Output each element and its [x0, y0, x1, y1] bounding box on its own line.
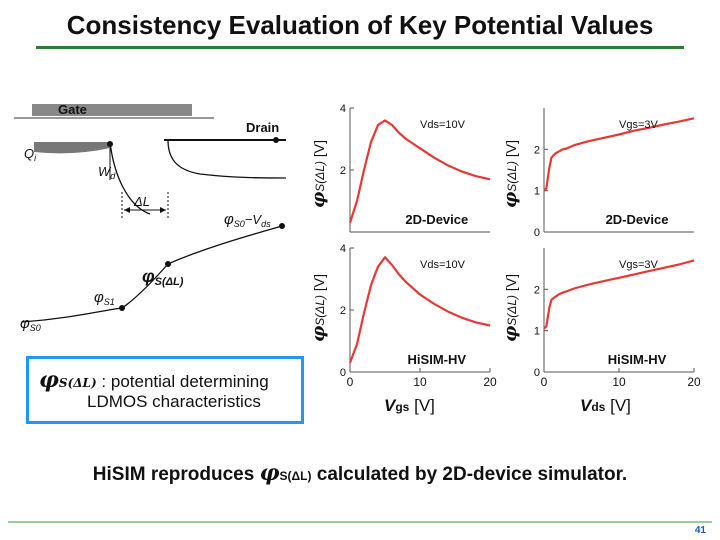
- inversion-charge: [34, 142, 110, 154]
- page-number: 41: [694, 525, 706, 536]
- y-tick-label: 1: [534, 186, 540, 198]
- panel-label: 2D-Device: [606, 212, 669, 227]
- phi-sdl-label: φS(ΔL): [142, 266, 184, 288]
- summary-prefix: HiSIM reproduces: [92, 464, 260, 485]
- data-curve: [348, 119, 491, 224]
- legend-phi-subscript: S(ΔL): [58, 376, 97, 390]
- drain-potential-curve: [167, 139, 287, 179]
- y-tick-label: 2: [534, 284, 540, 296]
- wd-marker: [107, 141, 113, 147]
- wd-label: Wd: [98, 164, 116, 181]
- y-axis-label-top-right: φS(ΔL) [V]: [500, 139, 521, 208]
- gate-label: Gate: [58, 102, 87, 117]
- potential-schematic: Gate Drain Qi Wd ΔL φS0−Vds φS(ΔL) φS1 φ…: [14, 102, 287, 333]
- y-tick-label: 2: [340, 305, 346, 317]
- phi-s1-point: [119, 305, 125, 311]
- data-curve: [348, 256, 491, 364]
- y-axis-label-top-left: φS(ΔL) [V]: [308, 139, 329, 208]
- title-underline: [36, 46, 684, 49]
- depletion-edge: [109, 141, 151, 215]
- legend-definition: φS(ΔL) : potential determining: [39, 367, 269, 393]
- condition-annotation: Vds=10V: [420, 259, 466, 271]
- chart-2d-device-vds: 2 1 0 Vgs=3V 2D-Device: [534, 108, 695, 236]
- y-tick-label: 4: [340, 103, 346, 115]
- y-tick-label: 1: [534, 326, 540, 338]
- summary-phi-subscript: S(ΔL): [279, 469, 312, 483]
- x-tick-label: 10: [612, 375, 626, 389]
- delta-l-arrow-left: [124, 207, 130, 213]
- summary-phi-symbol: φ: [259, 460, 280, 486]
- legend-box: φS(ΔL) : potential determining LDMOS cha…: [26, 356, 304, 424]
- phi-s0-vds-label: φS0−Vds: [224, 211, 271, 229]
- condition-annotation: Vgs=3V: [619, 119, 658, 131]
- x-tick-label: 20: [483, 375, 497, 389]
- drain-label: Drain: [246, 120, 279, 135]
- y-axis-label-bottom-left: φS(ΔL) [V]: [308, 273, 329, 342]
- panel-label: 2D-Device: [405, 212, 468, 227]
- x-axis-title-vds: Vds [V]: [580, 396, 631, 415]
- y-tick-label: 2: [534, 144, 540, 156]
- legend-phi-symbol: φ: [39, 367, 59, 393]
- legend-line1-text: : potential determining: [101, 372, 269, 391]
- y-tick-label: 0: [534, 367, 540, 379]
- phi-s0-label: φS0: [20, 315, 41, 333]
- footer-rule: [8, 521, 712, 523]
- condition-annotation: Vds=10V: [420, 119, 466, 131]
- x-tick-label: 0: [347, 375, 354, 389]
- phi-sdl-point: [165, 261, 171, 267]
- data-curve: [543, 259, 695, 330]
- condition-annotation: Vgs=3V: [619, 259, 658, 271]
- y-tick-label: 0: [340, 367, 346, 379]
- y-tick-label: 4: [340, 243, 346, 255]
- summary-suffix: calculated by 2D-device simulator.: [311, 464, 628, 485]
- page-title: Consistency Evaluation of Key Potential …: [66, 10, 654, 40]
- delta-l-arrow-right: [160, 207, 166, 213]
- x-tick-label: 10: [413, 375, 427, 389]
- chart-2d-device-vgs: 4 2 Vds=10V 2D-Device: [340, 103, 491, 233]
- x-axis-title-vgs: Vgs [V]: [384, 396, 435, 415]
- y-axis-label-bottom-right: φS(ΔL) [V]: [500, 273, 521, 342]
- y-tick-label: 0: [534, 227, 540, 236]
- qi-label: Qi: [24, 146, 37, 163]
- panel-label: HiSIM-HV: [408, 352, 467, 367]
- data-curve: [543, 117, 695, 192]
- x-tick-label: 0: [541, 375, 548, 389]
- drain-point: [273, 137, 279, 143]
- gate-electrode: [32, 104, 192, 116]
- surface-potential-curve: [21, 225, 283, 323]
- summary-statement: HiSIM reproduces φS(ΔL) calculated by 2D…: [0, 460, 720, 486]
- legend-line2-text: LDMOS characteristics: [87, 392, 261, 411]
- delta-l-label: ΔL: [133, 194, 150, 209]
- phi-s1-label: φS1: [94, 289, 115, 307]
- y-tick-label: 2: [340, 165, 346, 177]
- panel-label: HiSIM-HV: [608, 352, 667, 367]
- x-tick-label: 20: [687, 375, 701, 389]
